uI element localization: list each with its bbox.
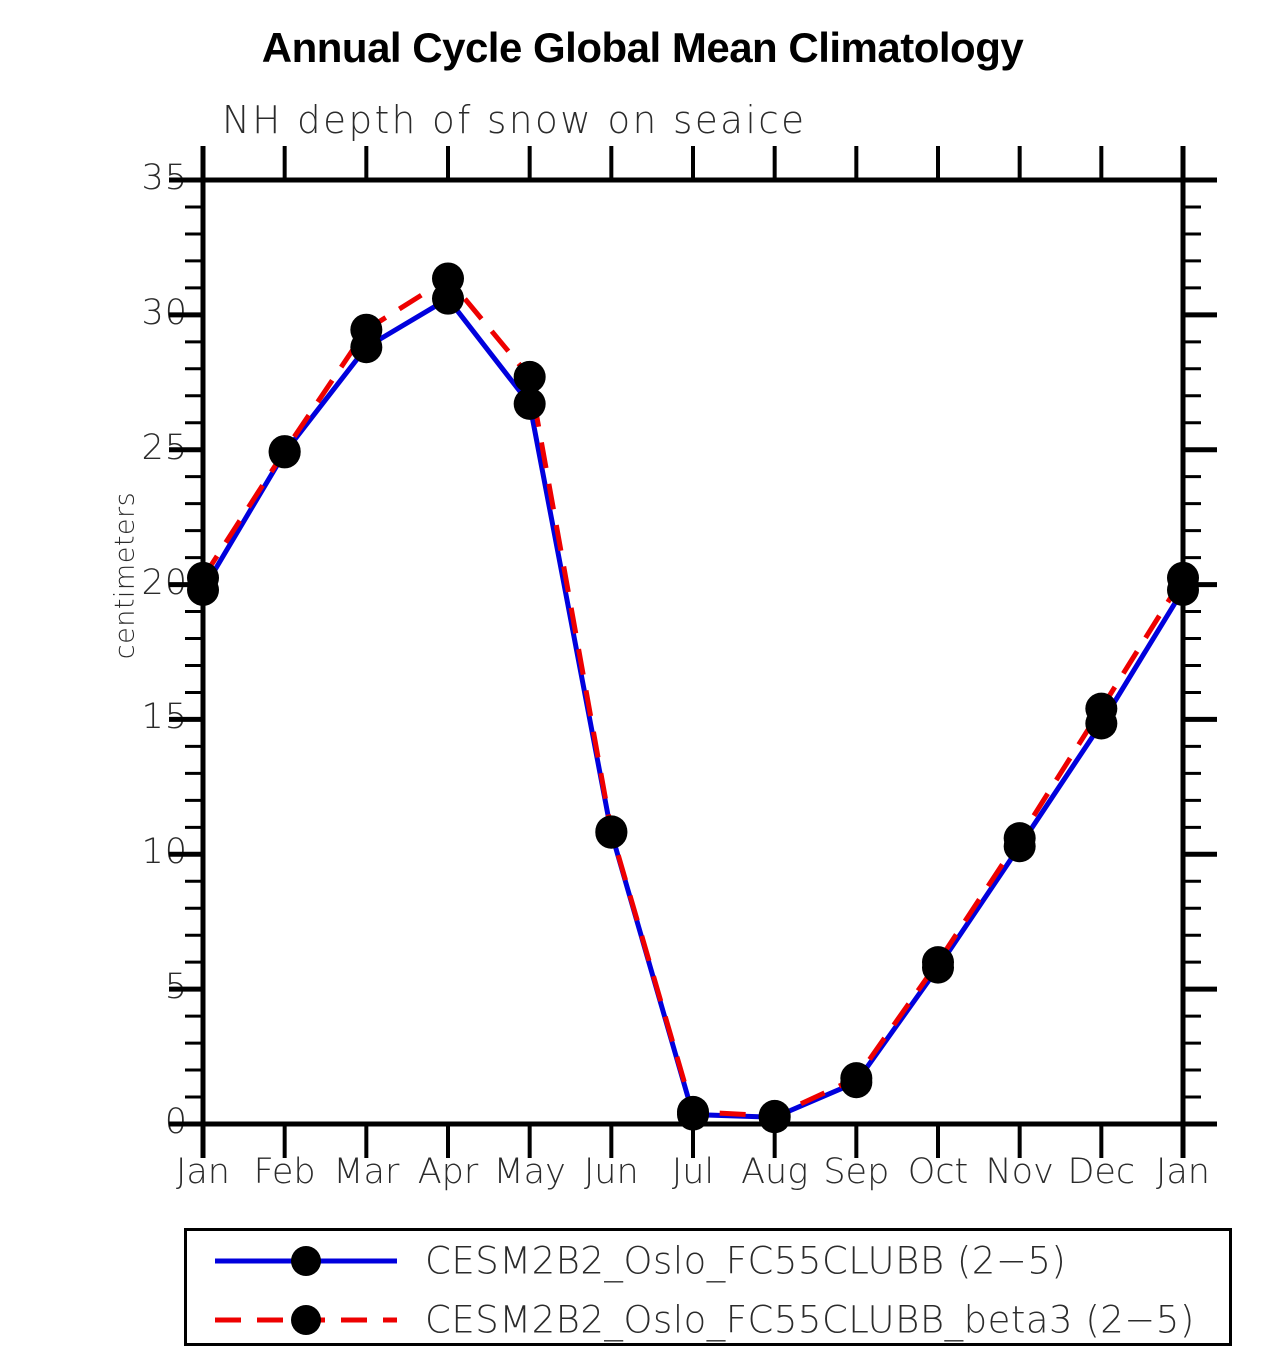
x-tick-label: Apr	[417, 1152, 479, 1192]
legend: CESM2B2_Oslo_FC55CLUBB (2−5) CESM2B2_Osl…	[184, 1228, 1232, 1346]
y-axis-tick-labels: 05101520253035	[88, 0, 188, 1365]
data-point-marker	[432, 262, 464, 295]
legend-entry-series-2[interactable]: CESM2B2_Oslo_FC55CLUBB_beta3 (2−5)	[187, 1290, 1229, 1349]
data-point-marker	[350, 313, 383, 346]
x-tick-label: Jun	[583, 1152, 639, 1192]
data-point-marker	[513, 387, 546, 420]
x-tick-label: Jan	[1156, 1152, 1210, 1192]
data-point-marker	[1003, 822, 1036, 855]
x-tick-label: Sep	[823, 1152, 890, 1192]
x-tick-label: Mar	[333, 1152, 400, 1192]
x-tick-label: Oct	[907, 1152, 969, 1192]
data-point-marker	[1085, 692, 1118, 725]
x-tick-label: Feb	[253, 1152, 316, 1192]
series-line-1	[200, 295, 1186, 1120]
legend-label-series-1: CESM2B2_Oslo_FC55CLUBB (2−5)	[425, 1239, 1067, 1282]
x-tick-label: May	[493, 1152, 566, 1192]
legend-swatch-series-1	[215, 1246, 397, 1276]
x-tick-label: Dec	[1067, 1152, 1136, 1192]
data-point-marker	[595, 815, 628, 848]
legend-swatch-series-2	[215, 1305, 397, 1335]
chart-title: Annual Cycle Global Mean Climatology	[261, 24, 1024, 71]
legend-label-series-2: CESM2B2_Oslo_FC55CLUBB_beta3 (2−5)	[425, 1298, 1195, 1341]
axes-frame	[169, 146, 1217, 1158]
data-point-marker	[758, 1099, 791, 1132]
x-tick-label: Jul	[671, 1152, 715, 1192]
data-point-marker	[187, 561, 219, 594]
x-tick-label: Jan	[176, 1152, 230, 1192]
series-line-2	[200, 275, 1186, 1119]
x-tick-label: Nov	[985, 1152, 1054, 1192]
chart-subtitle: NH depth of snow on seaice	[222, 98, 807, 142]
data-point-marker	[1167, 561, 1199, 594]
data-point-marker	[268, 435, 301, 468]
legend-entry-series-1[interactable]: CESM2B2_Oslo_FC55CLUBB (2−5)	[187, 1231, 1229, 1290]
data-point-marker	[840, 1062, 873, 1095]
data-point-marker	[513, 360, 546, 393]
data-point-marker	[922, 946, 954, 979]
data-point-marker	[677, 1095, 709, 1128]
x-tick-label: Aug	[741, 1152, 809, 1192]
data-series-layer	[187, 262, 1199, 1134]
